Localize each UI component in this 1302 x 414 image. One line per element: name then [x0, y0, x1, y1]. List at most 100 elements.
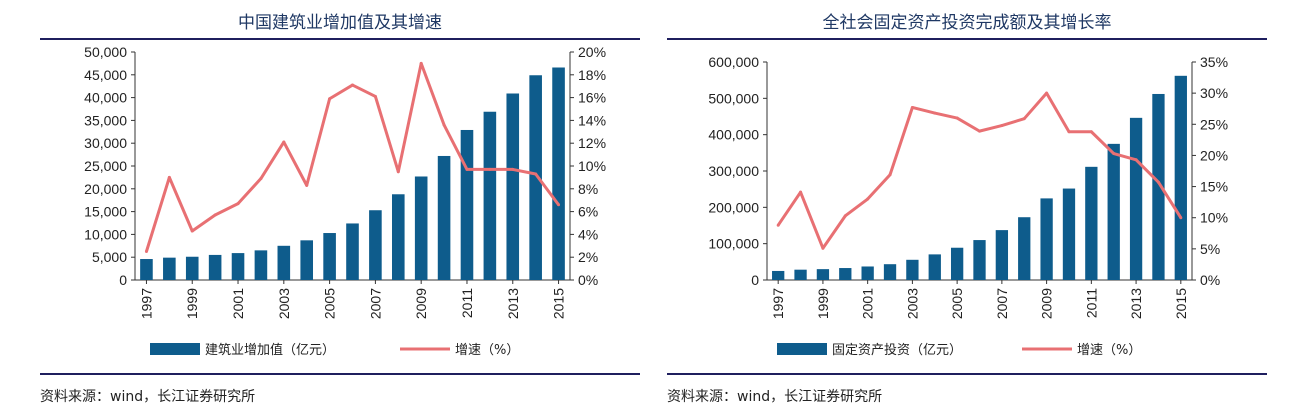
top-rule — [667, 38, 1267, 40]
bar-2006 — [346, 223, 359, 280]
growth-point-2005 — [955, 116, 959, 120]
bar-1998 — [163, 257, 176, 280]
growth-point-1999 — [190, 229, 194, 233]
left-tick-label: 200,000 — [708, 199, 759, 215]
growth-point-2004 — [933, 111, 937, 115]
growth-point-2002 — [259, 177, 263, 181]
growth-point-2010 — [442, 123, 446, 127]
x-tick-label: 2015 — [1173, 288, 1189, 319]
growth-point-2006 — [351, 83, 354, 87]
growth-point-2001 — [866, 197, 870, 201]
x-tick-label: 1997 — [138, 288, 154, 319]
bar-2001 — [861, 266, 874, 280]
right-tick-label: 25% — [1200, 116, 1228, 132]
x-tick-label: 1997 — [770, 288, 786, 319]
bar-1997 — [140, 259, 153, 280]
bar-2011 — [1085, 166, 1098, 280]
growth-point-1998 — [167, 175, 171, 179]
right-tick-label: 0% — [578, 272, 598, 288]
legend-bar-swatch — [777, 343, 827, 355]
bar-2014 — [1152, 93, 1165, 280]
left-tick-label: 600,000 — [708, 54, 759, 70]
growth-rate-line — [776, 91, 1183, 250]
chart-panel-construction: 中国建筑业增加值及其增速 0 5,000 10,000 15,000 20,000 25,… — [40, 0, 640, 414]
bar-2010 — [1062, 188, 1076, 280]
right-tick-label: 10% — [578, 158, 606, 174]
bar-2009 — [414, 176, 428, 280]
growth-rate-line — [145, 61, 560, 252]
right-tick-label: 20% — [1200, 147, 1228, 163]
bar-2015 — [552, 67, 565, 280]
growth-point-1997 — [776, 223, 780, 227]
fixed-asset-investment-chart: 0 100,000 200,000 300,000 400,000 500,000 600,… — [708, 54, 1228, 358]
bar-2009 — [1040, 198, 1053, 280]
bottom-rule — [40, 373, 640, 375]
x-tick-label: 2001 — [860, 288, 876, 319]
bar-2007 — [995, 230, 1009, 280]
right-tick-label: 16% — [578, 90, 606, 106]
left-tick-label: 300,000 — [708, 163, 759, 179]
bar-2002 — [254, 250, 268, 280]
bar-2003 — [277, 245, 291, 280]
right-tick-label: 14% — [578, 112, 606, 128]
growth-point-2002 — [888, 173, 892, 177]
growth-point-2014 — [1156, 180, 1160, 184]
growth-point-2015 — [1179, 216, 1183, 220]
legend-line-label: 增速（%） — [1077, 343, 1141, 358]
bar-2008 — [391, 194, 405, 280]
growth-point-2009 — [1045, 91, 1049, 95]
legend-bar-label: 固定资产投资（亿元） — [832, 342, 962, 358]
left-tick-label: 400,000 — [708, 127, 759, 143]
chart-title: 全社会固定资产投资完成额及其增长率 — [822, 13, 1112, 33]
growth-point-2007 — [373, 94, 377, 98]
growth-point-2013 — [1134, 158, 1138, 162]
growth-point-2000 — [213, 213, 217, 217]
chart-title: 中国建筑业增加值及其增速 — [238, 13, 442, 33]
x-tick-label: 2003 — [276, 288, 292, 319]
growth-point-2012 — [1112, 152, 1116, 156]
right-tick-label: 20% — [578, 44, 606, 60]
growth-point-2003 — [910, 105, 914, 109]
bar-2006 — [973, 240, 986, 280]
legend-bar-swatch — [150, 343, 200, 355]
left-tick-label: 45,000 — [84, 67, 127, 83]
growth-point-2004 — [305, 183, 309, 187]
bar-2001 — [231, 253, 245, 280]
bottom-rule — [667, 373, 1267, 375]
bar-2015 — [1174, 75, 1187, 280]
growth-point-2003 — [282, 140, 286, 144]
left-tick-label: 40,000 — [84, 90, 127, 106]
left-tick-label: 20,000 — [84, 181, 127, 197]
right-tick-label: 10% — [1200, 210, 1228, 226]
source-note: 资料来源：wind，长江证券研究所 — [667, 389, 883, 405]
bar-2004 — [928, 254, 941, 280]
left-tick-label: 0 — [119, 272, 127, 288]
growth-point-2000 — [843, 214, 847, 218]
right-tick-label: 35% — [1200, 54, 1228, 70]
right-tick-label: 12% — [578, 135, 606, 151]
x-tick-label: 2009 — [413, 288, 429, 319]
left-tick-label: 500,000 — [708, 90, 759, 106]
left-tick-label: 15,000 — [84, 204, 127, 220]
x-tick-label: 1999 — [184, 288, 200, 319]
bar-2005 — [323, 233, 336, 280]
bar-2008 — [1018, 217, 1031, 280]
growth-point-2001 — [236, 202, 240, 206]
left-tick-label: 25,000 — [84, 158, 127, 174]
x-tick-label: 2011 — [1083, 288, 1099, 318]
growth-point-2009 — [419, 61, 423, 65]
growth-point-2007 — [1000, 124, 1004, 128]
growth-point-2008 — [396, 170, 400, 174]
right-tick-label: 8% — [578, 181, 598, 197]
left-tick-label: 100,000 — [708, 236, 759, 252]
x-tick-label: 2001 — [230, 288, 246, 319]
legend-line-label: 增速（%） — [455, 343, 519, 358]
bar-2014 — [529, 75, 542, 280]
x-tick-label: 2009 — [1039, 288, 1055, 319]
x-tick-label: 2007 — [994, 288, 1010, 319]
right-tick-label: 5% — [1200, 241, 1220, 257]
x-tick-label: 1999 — [815, 288, 831, 319]
bar-2005 — [950, 247, 964, 280]
x-tick-label: 2011 — [459, 288, 475, 318]
bar-2013 — [506, 93, 520, 280]
